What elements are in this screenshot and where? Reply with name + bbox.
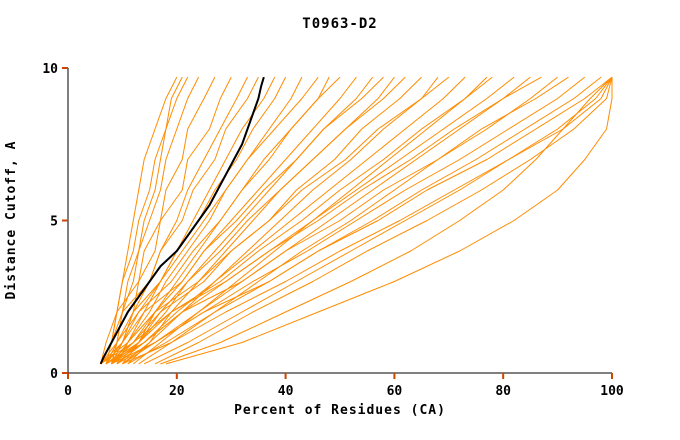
model-curve — [105, 76, 406, 365]
model-curve — [111, 76, 357, 365]
x-tick-label: 80 — [495, 384, 511, 399]
model-curve — [165, 77, 613, 365]
y-tick-label: 10 — [42, 62, 58, 77]
model-curve — [143, 76, 613, 365]
model-curve — [105, 76, 493, 365]
model-curve — [100, 76, 319, 365]
model-curve — [111, 76, 613, 365]
model-curve — [154, 77, 613, 365]
x-tick-label: 40 — [278, 384, 294, 399]
model-curve — [105, 76, 341, 365]
model-curve — [105, 76, 178, 364]
x-tick-label: 0 — [64, 384, 72, 399]
reference-curve — [99, 76, 265, 365]
model-curve — [122, 76, 531, 365]
model-curve — [116, 76, 276, 365]
x-tick-label: 100 — [600, 384, 624, 399]
y-axis-label: Distance Cutoff, A — [4, 141, 19, 300]
model-curve — [111, 76, 303, 365]
model-curve — [105, 76, 232, 365]
model-curve — [100, 76, 542, 365]
y-tick-label: 5 — [50, 215, 58, 230]
model-curve — [100, 76, 189, 364]
model-curve — [105, 76, 569, 365]
x-axis-label: Percent of Residues (CA) — [234, 403, 446, 418]
model-curve — [127, 76, 602, 365]
model-curve — [111, 76, 200, 364]
model-curve — [122, 76, 439, 365]
x-tick-label: 60 — [387, 384, 403, 399]
model-curve — [116, 76, 466, 365]
chart-title: T0963-D2 — [302, 16, 377, 32]
model-curve — [127, 76, 395, 365]
model-curve — [122, 76, 613, 365]
model-curve — [116, 76, 374, 365]
model-curve — [100, 76, 450, 365]
model-curve — [138, 76, 558, 365]
model-curve — [160, 76, 613, 365]
model-curve — [100, 76, 384, 365]
x-tick-label: 20 — [169, 384, 185, 399]
model-curve — [100, 76, 259, 365]
y-tick-label: 0 — [50, 367, 58, 382]
